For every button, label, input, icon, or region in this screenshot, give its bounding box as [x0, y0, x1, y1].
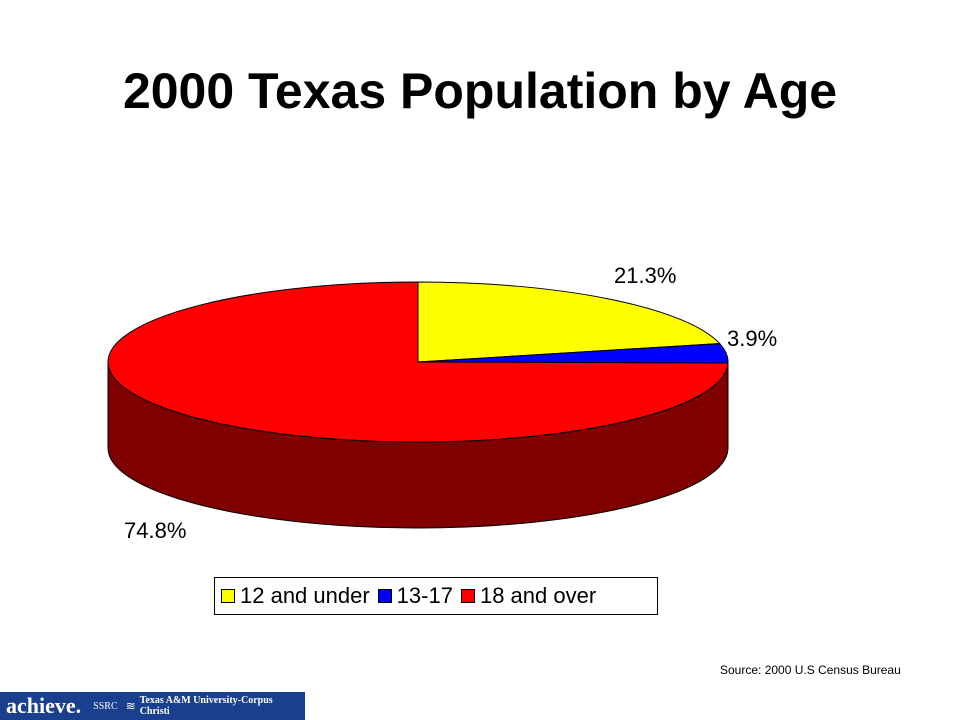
data-label-2: 74.8% [124, 518, 186, 543]
university-label: Texas A&M University-Corpus Christi [139, 695, 273, 717]
legend: 12 and under 13-17 18 and over [214, 577, 658, 615]
chart-title: 2000 Texas Population by Age [122, 63, 838, 119]
wave-icon: ≋ [125, 699, 136, 713]
legend-label: 12 and under [240, 583, 370, 608]
data-labels: 21.3% 3.9% 74.8% [124, 263, 777, 543]
legend-item-18-and-over: 18 and over [460, 583, 597, 609]
source-note: Source: 2000 U.S Census Bureau [720, 663, 901, 677]
data-label-0: 21.3% [614, 263, 676, 288]
legend-item-13-17: 13-17 [377, 583, 453, 609]
legend-swatch [221, 589, 235, 603]
legend-item-12-and-under: 12 and under [221, 583, 370, 609]
ssrc-label: SSRC [93, 700, 118, 712]
pie-slice-0 [417, 281, 721, 363]
pie-slices [107, 281, 729, 443]
legend-swatch [377, 589, 392, 603]
data-label-1: 3.9% [727, 326, 777, 351]
footer-bar: achieve. SSRC ≋ Texas A&M University-Cor… [0, 692, 305, 720]
pie-slice-2 [107, 281, 729, 443]
legend-label: 18 and over [479, 583, 597, 608]
achieve-logo: achieve. [6, 693, 82, 718]
legend-swatch [460, 589, 475, 603]
legend-label: 13-17 [396, 583, 453, 608]
